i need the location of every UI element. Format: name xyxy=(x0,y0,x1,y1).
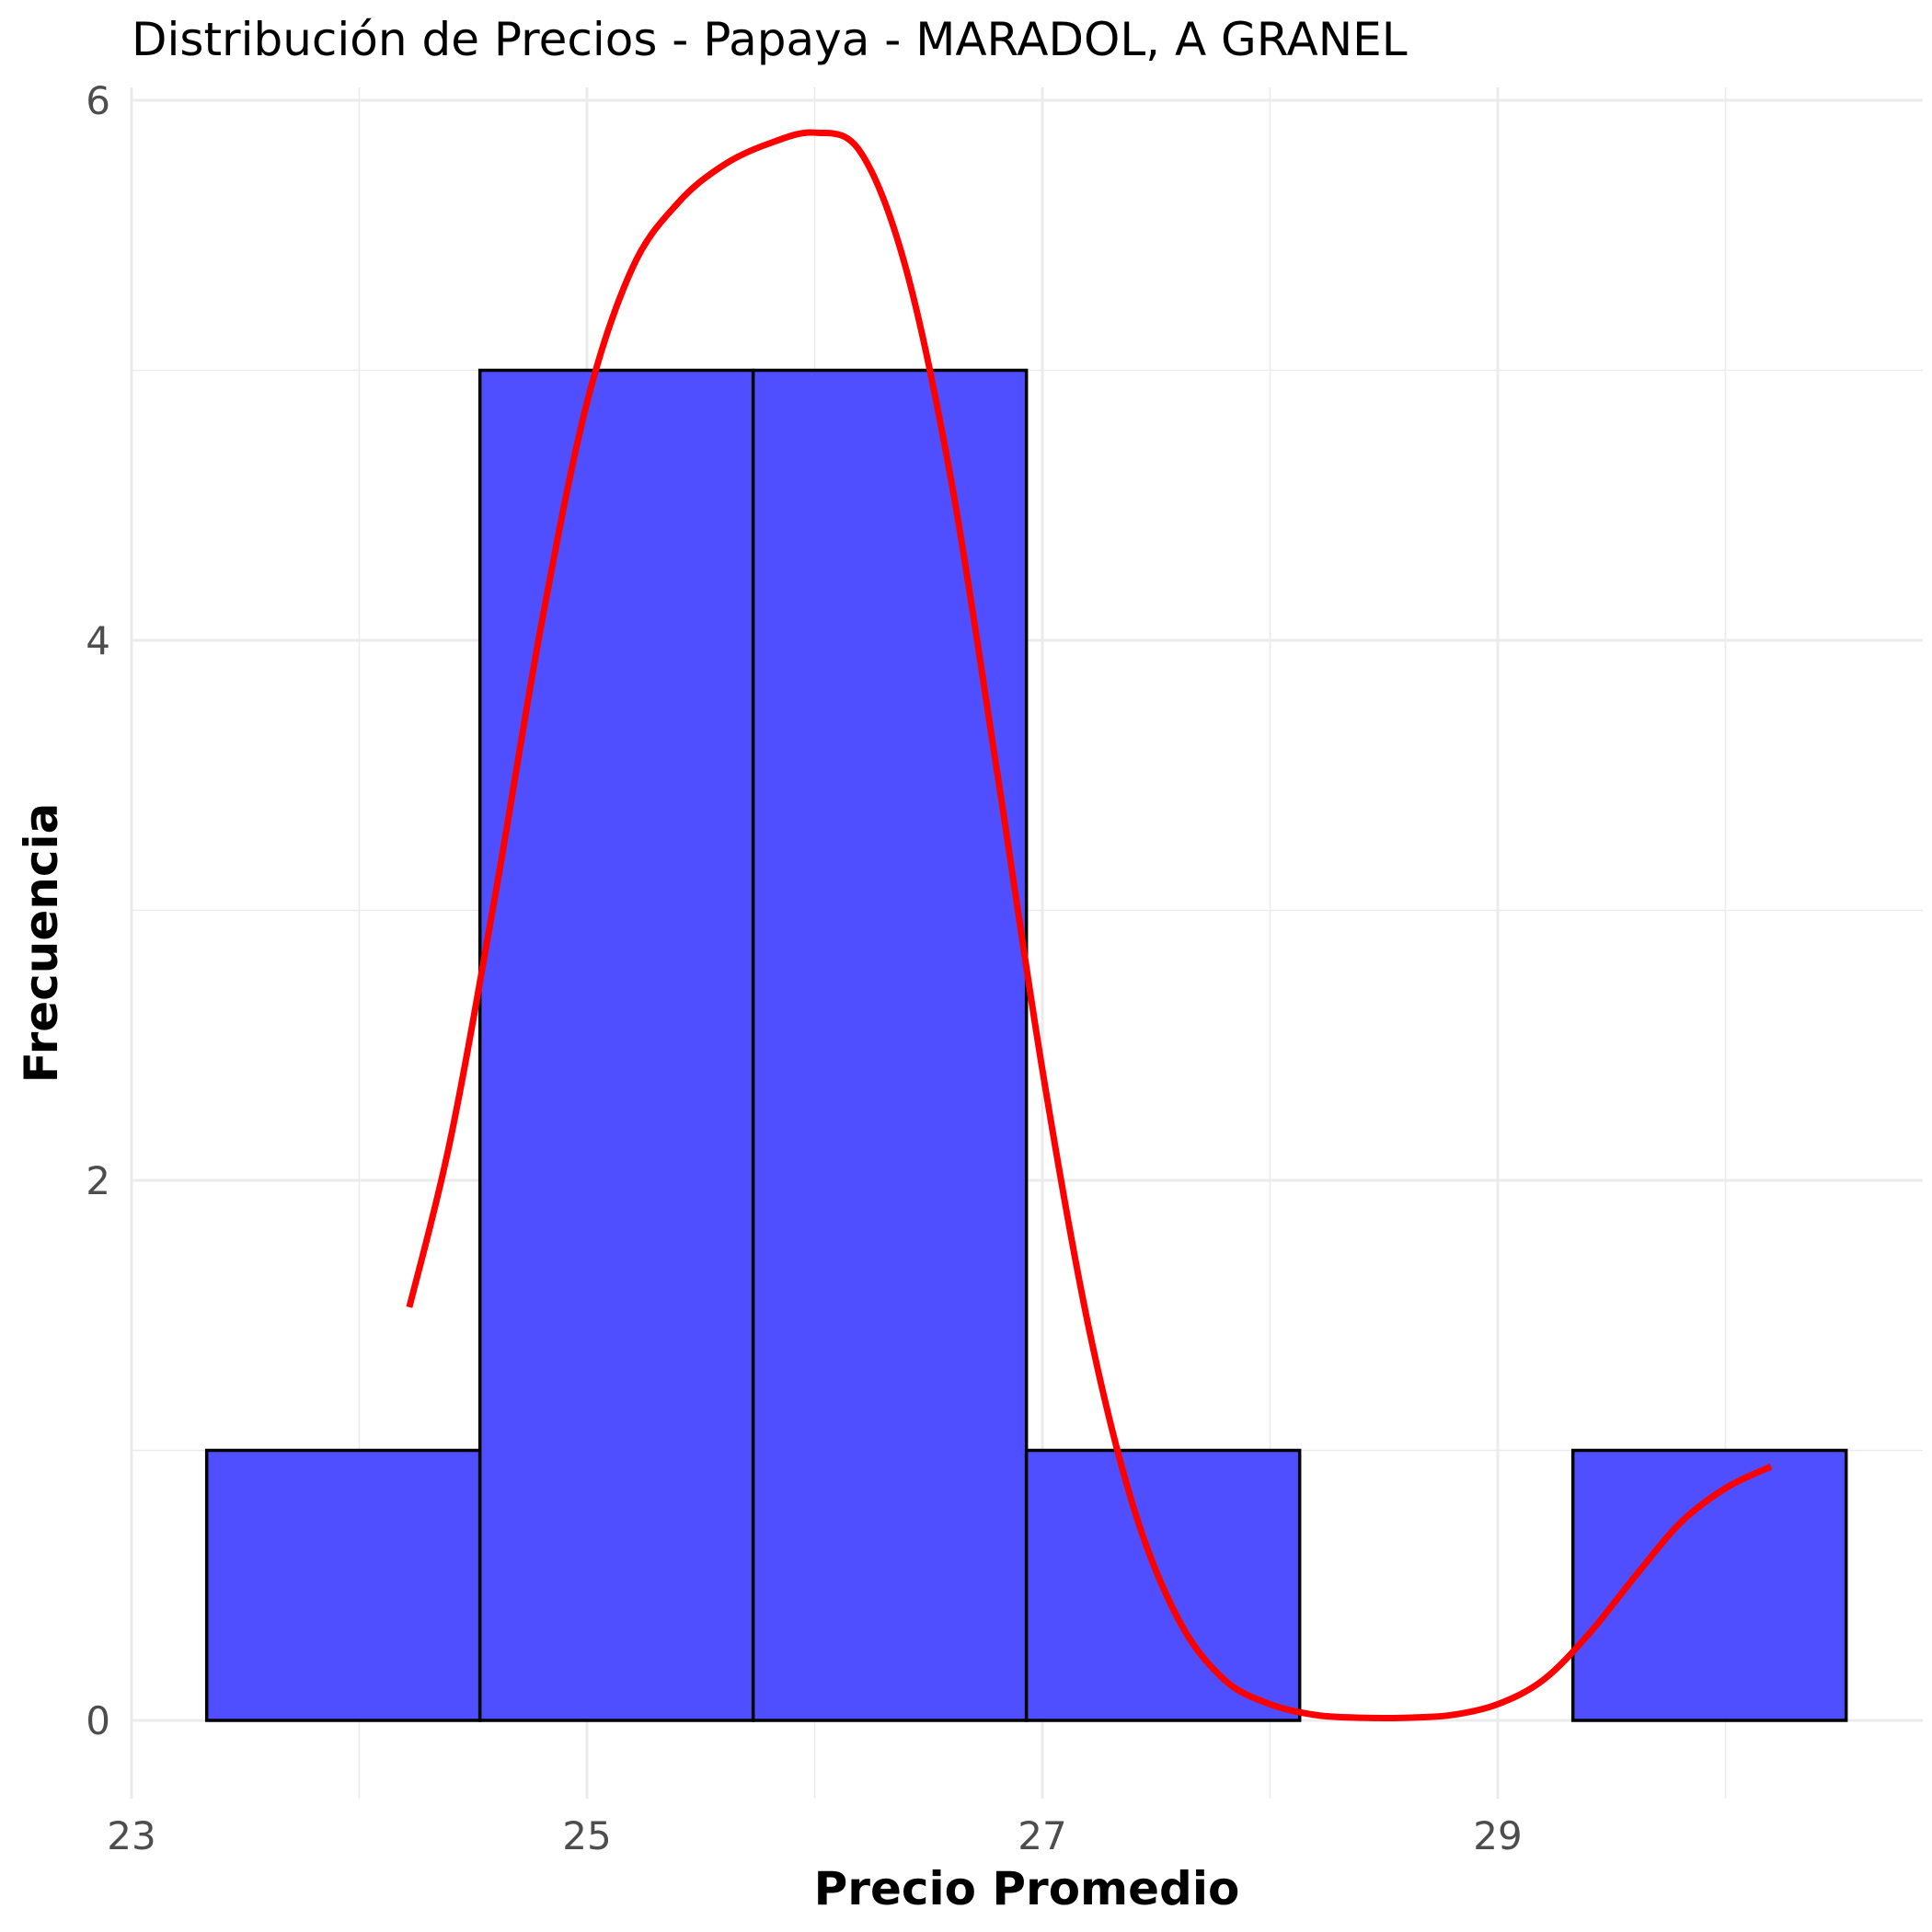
x-axis-title: Precio Promedio xyxy=(814,1862,1240,1915)
chart-title: Distribución de Precios - Papaya - MARAD… xyxy=(132,13,1408,66)
histogram-bar-3 xyxy=(751,368,1029,1722)
histogram-bar-2 xyxy=(477,368,755,1722)
y-axis-title: Frecuencia xyxy=(15,803,68,1084)
y-tick-label-4: 4 xyxy=(86,618,110,663)
y-tick-label-2: 2 xyxy=(86,1158,110,1203)
y-tick-label-0: 0 xyxy=(86,1698,110,1743)
density-curve xyxy=(406,129,1773,1721)
histogram-bar-6 xyxy=(1570,1448,1848,1722)
x-tick-label-23: 23 xyxy=(107,1813,155,1858)
tick-labels: 23 25 27 29 0 2 4 6 xyxy=(86,78,1522,1858)
histogram-bar-1 xyxy=(204,1448,482,1722)
x-tick-label-27: 27 xyxy=(1018,1813,1066,1858)
histogram-bars xyxy=(204,368,1848,1722)
x-tick-label-29: 29 xyxy=(1473,1813,1522,1858)
y-tick-label-6: 6 xyxy=(86,78,110,123)
density-curve-layer xyxy=(406,129,1773,1721)
x-tick-label-25: 25 xyxy=(562,1813,611,1858)
